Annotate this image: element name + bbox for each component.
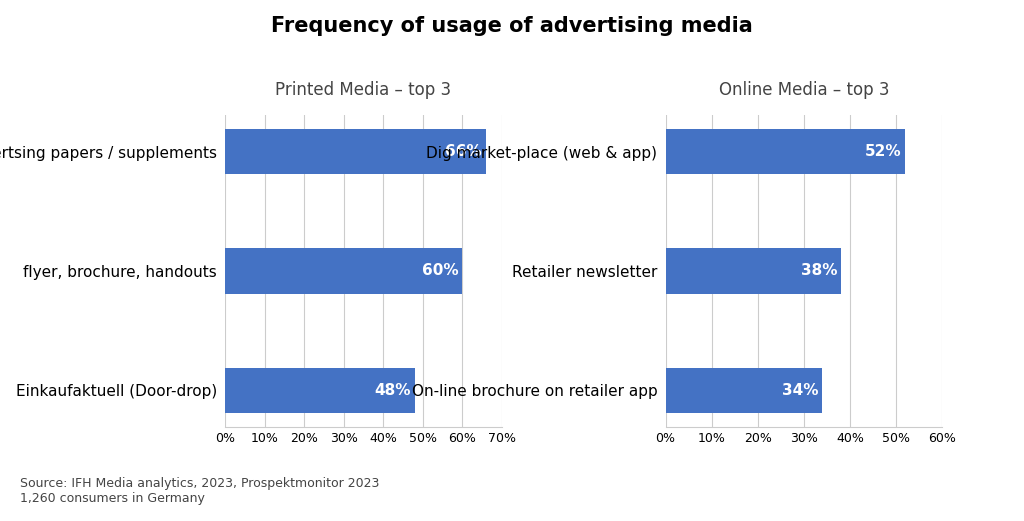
Bar	[225, 248, 462, 294]
Bar	[666, 368, 822, 413]
Text: Source: IFH Media analytics, 2023, Prospektmonitor 2023
1,260 consumers in Germa: Source: IFH Media analytics, 2023, Prosp…	[20, 477, 380, 505]
Text: 38%: 38%	[801, 264, 837, 278]
Title: Online Media – top 3: Online Media – top 3	[719, 81, 889, 99]
Text: 48%: 48%	[375, 383, 411, 398]
Text: 52%: 52%	[865, 144, 901, 159]
Text: Frequency of usage of advertising media: Frequency of usage of advertising media	[271, 16, 753, 35]
Text: 34%: 34%	[782, 383, 818, 398]
Bar	[225, 368, 415, 413]
Text: 60%: 60%	[422, 264, 459, 278]
Bar	[666, 129, 905, 174]
Bar	[225, 129, 486, 174]
Title: Printed Media – top 3: Printed Media – top 3	[275, 81, 452, 99]
Bar	[666, 248, 841, 294]
Text: 66%: 66%	[445, 144, 482, 159]
